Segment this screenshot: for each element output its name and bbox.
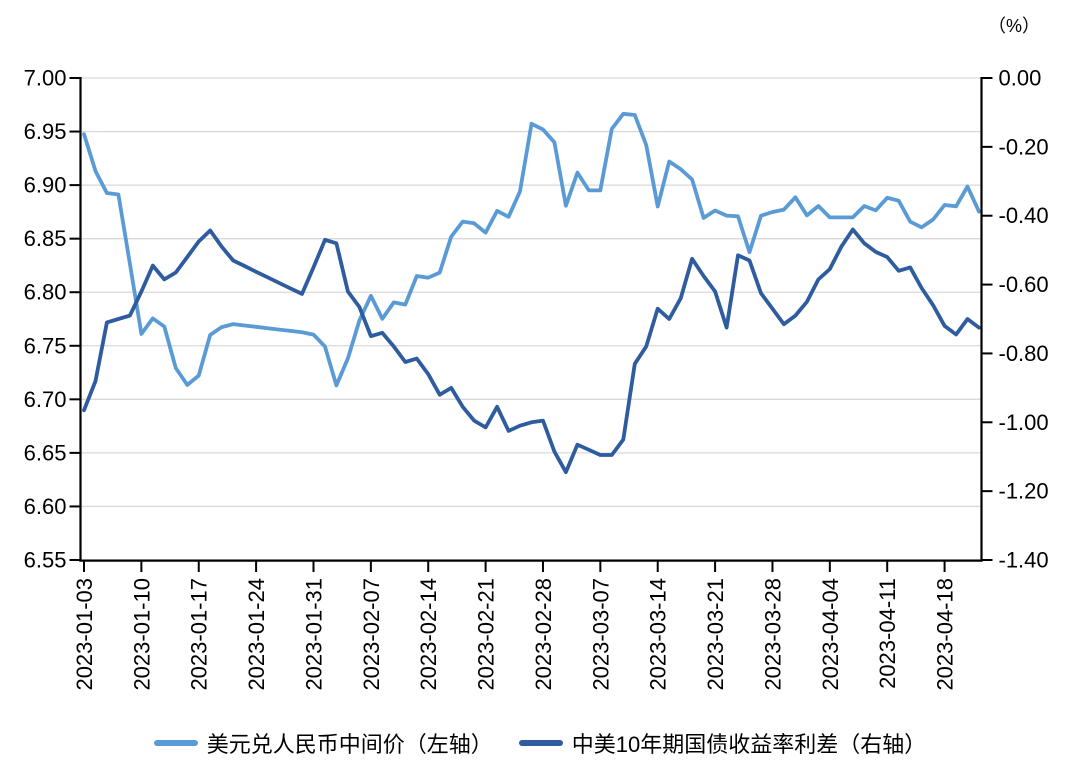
right-axis-tick-label: 0.00	[999, 66, 1042, 91]
x-axis-tick-label: 2023-01-24	[244, 578, 269, 691]
legend-swatch-usdcny-icon	[153, 740, 198, 746]
left-axis-tick-label: 6.65	[24, 440, 67, 465]
right-axis-tick-label: -1.20	[999, 479, 1049, 504]
x-axis-tick-label: 2023-03-14	[646, 578, 671, 691]
series-line-spread	[82, 227, 981, 475]
legend-label-spread: 中美10年期国债收益率利差（右轴）	[571, 732, 927, 757]
legend-swatch-spread-icon	[518, 740, 563, 746]
x-axis-tick-label: 2023-04-11	[875, 578, 900, 689]
right-axis-tick-label: -0.80	[999, 341, 1049, 366]
x-axis-tick-label: 2023-02-28	[531, 578, 556, 691]
left-axis-tick-label: 6.95	[24, 119, 67, 144]
legend: 美元兑人民币中间价（左轴） 中美10年期国债收益率利差（右轴）	[0, 727, 1080, 759]
left-axis-tick-label: 6.85	[24, 226, 67, 251]
x-axis-tick-label: 2023-01-03	[72, 578, 97, 691]
x-axis-tick-label: 2023-03-07	[588, 578, 613, 691]
left-axis-tick-label: 6.55	[24, 548, 67, 573]
right-axis-tick-label: -1.00	[999, 410, 1049, 435]
legend-item-spread: 中美10年期国债收益率利差（右轴）	[518, 727, 927, 759]
right-axis-unit-label: （%）	[988, 16, 1041, 36]
series-line-usdcny	[82, 111, 981, 388]
left-axis-tick-label: 6.90	[24, 173, 67, 198]
left-axis-tick-label: 6.80	[24, 280, 67, 305]
left-axis-tick-label: 6.60	[24, 494, 67, 519]
x-axis-tick-label: 2023-02-21	[474, 578, 499, 691]
right-axis-tick-label: -0.40	[999, 203, 1049, 228]
legend-label-usdcny: 美元兑人民币中间价（左轴）	[206, 732, 493, 757]
right-axis-tick-label: -0.60	[999, 272, 1049, 297]
left-axis-tick-label: 7.00	[24, 66, 67, 91]
x-axis-tick-label: 2023-02-07	[359, 578, 384, 691]
right-axis-tick-label: -1.40	[999, 548, 1049, 573]
x-axis-tick-label: 2023-01-31	[301, 578, 326, 691]
x-axis-tick-label: 2023-02-14	[416, 578, 441, 691]
left-axis-tick-label: 6.70	[24, 387, 67, 412]
x-axis-tick-label: 2023-03-21	[703, 578, 728, 691]
x-axis-tick-label: 2023-01-10	[129, 578, 154, 691]
x-axis-tick-label: 2023-01-17	[187, 578, 212, 691]
legend-item-usdcny: 美元兑人民币中间价（左轴）	[153, 727, 493, 759]
x-axis-tick-label: 2023-03-28	[760, 578, 785, 691]
right-axis-tick-label: -0.20	[999, 134, 1049, 159]
x-axis-tick-label: 2023-04-18	[933, 578, 958, 691]
x-axis-tick-label: 2023-04-04	[818, 578, 843, 691]
left-axis-tick-label: 6.75	[24, 333, 67, 358]
